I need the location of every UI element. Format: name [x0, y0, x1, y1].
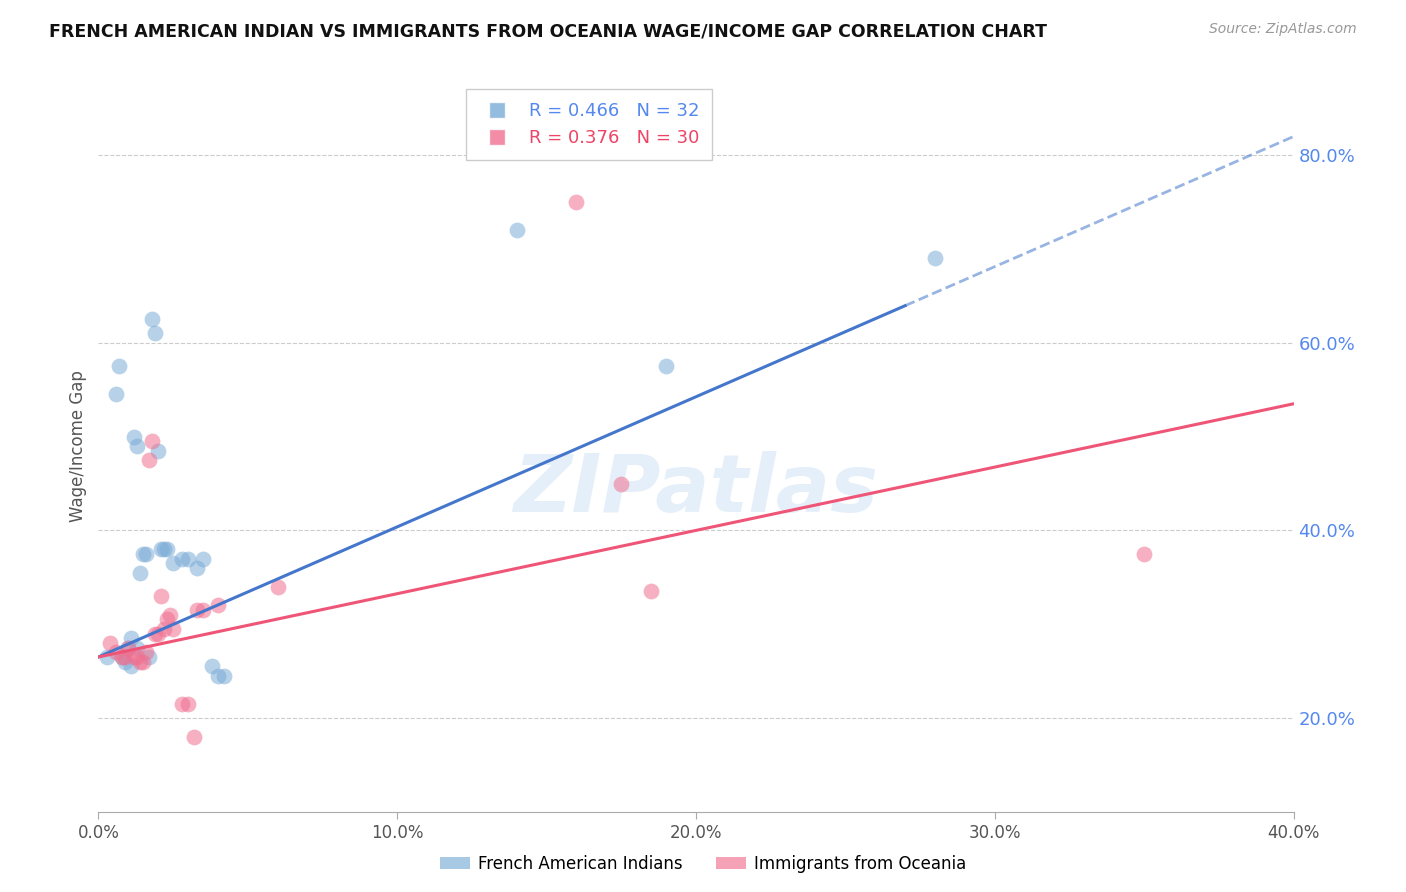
Point — [191, 603, 214, 617]
Point — [143, 326, 166, 341]
Point — [207, 599, 229, 613]
Point — [114, 650, 136, 665]
Point — [96, 650, 118, 665]
Point — [120, 632, 142, 646]
Y-axis label: Wage/Income Gap: Wage/Income Gap — [69, 370, 87, 522]
Point — [924, 252, 946, 266]
Point — [148, 443, 170, 458]
Point — [141, 434, 163, 449]
Point — [124, 650, 146, 665]
Point — [183, 730, 205, 744]
Text: ZIPatlas: ZIPatlas — [513, 450, 879, 529]
Point — [132, 547, 155, 561]
Point — [114, 655, 136, 669]
Point — [129, 566, 152, 580]
Point — [127, 650, 149, 665]
Point — [111, 650, 134, 665]
Point — [138, 453, 160, 467]
Point — [172, 551, 194, 566]
Point — [156, 612, 179, 626]
Point — [207, 669, 229, 683]
Point — [610, 476, 633, 491]
Point — [117, 640, 139, 655]
Point — [127, 439, 149, 453]
Point — [132, 655, 155, 669]
Point — [655, 359, 678, 374]
Point — [172, 697, 194, 711]
Point — [177, 551, 200, 566]
Point — [212, 669, 235, 683]
Point — [117, 640, 139, 655]
Text: FRENCH AMERICAN INDIAN VS IMMIGRANTS FROM OCEANIA WAGE/INCOME GAP CORRELATION CH: FRENCH AMERICAN INDIAN VS IMMIGRANTS FRO… — [49, 22, 1047, 40]
Point — [124, 429, 146, 443]
Point — [150, 542, 173, 557]
Point — [1133, 547, 1156, 561]
Point — [150, 589, 173, 603]
Point — [127, 640, 149, 655]
Point — [201, 659, 224, 673]
Legend: French American Indians, Immigrants from Oceania: French American Indians, Immigrants from… — [433, 848, 973, 880]
Point — [138, 650, 160, 665]
Point — [153, 622, 176, 636]
Point — [159, 607, 181, 622]
Point — [186, 603, 208, 617]
Point — [135, 547, 157, 561]
Legend: R = 0.466   N = 32, R = 0.376   N = 30: R = 0.466 N = 32, R = 0.376 N = 30 — [465, 89, 713, 160]
Point — [98, 636, 122, 650]
Point — [162, 556, 184, 570]
Point — [640, 584, 662, 599]
Point — [141, 312, 163, 326]
Point — [108, 359, 131, 374]
Point — [186, 561, 208, 575]
Point — [506, 223, 529, 237]
Point — [191, 551, 214, 566]
Point — [143, 626, 166, 640]
Point — [177, 697, 200, 711]
Point — [565, 195, 588, 210]
Point — [135, 645, 157, 659]
Point — [105, 645, 128, 659]
Text: Source: ZipAtlas.com: Source: ZipAtlas.com — [1209, 22, 1357, 37]
Point — [120, 659, 142, 673]
Point — [156, 542, 179, 557]
Point — [111, 650, 134, 665]
Point — [153, 542, 176, 557]
Point — [148, 626, 170, 640]
Point — [105, 387, 128, 401]
Point — [129, 655, 152, 669]
Point — [162, 622, 184, 636]
Point — [267, 580, 290, 594]
